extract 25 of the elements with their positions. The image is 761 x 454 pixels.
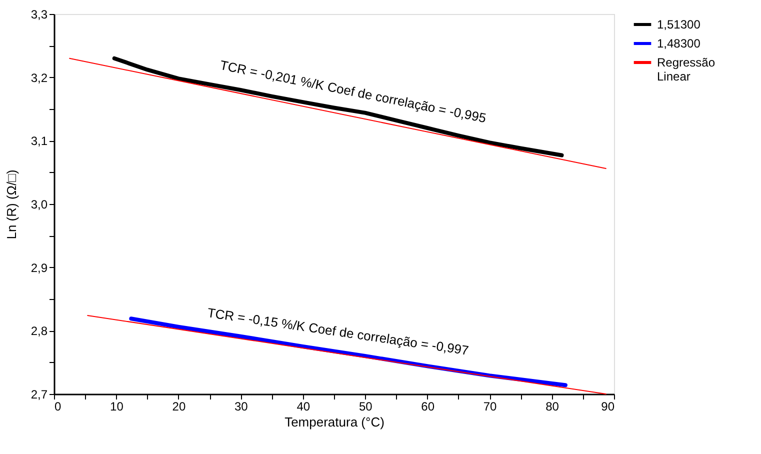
x-tick-label: 30 [234,400,248,414]
x-tick-label: 0 [54,400,62,414]
annotation: TCR = -0,15 %/K Coef de correlação = -0,997 [206,305,470,358]
x-tick-label: 90 [601,400,615,414]
y-axis-title: Ln (R) (Ω/□) [4,170,19,240]
x-tick-label: 50 [358,400,373,414]
y-tick-label: 3,0 [30,198,48,212]
y-tick-label: 2,8 [30,324,48,338]
legend-label: 1,51300 [657,18,701,32]
y-tick-label: 2,7 [30,388,48,402]
x-tick-label: 20 [172,400,186,414]
y-tick-label: 3,2 [30,70,48,85]
y-tick-label: 2,9 [30,260,48,275]
x-tick-label: 10 [110,400,124,414]
x-axis-title: Temperatura (°C) [284,414,384,430]
y-tick-label: 3,1 [30,134,48,148]
legend-label: 1,48300 [657,36,701,50]
legend-label: Regressão Linear [657,56,716,84]
x-tick-label: 70 [483,400,498,414]
y-tick-label: 3,3 [30,8,48,22]
x-tick-label: 60 [421,400,435,414]
line-series [112,56,564,158]
x-tick-label: 80 [546,400,560,414]
x-tick-label: 40 [296,400,310,414]
annotation: TCR = -0,201 %/K Coef de correlação = -0,995 [218,57,488,126]
